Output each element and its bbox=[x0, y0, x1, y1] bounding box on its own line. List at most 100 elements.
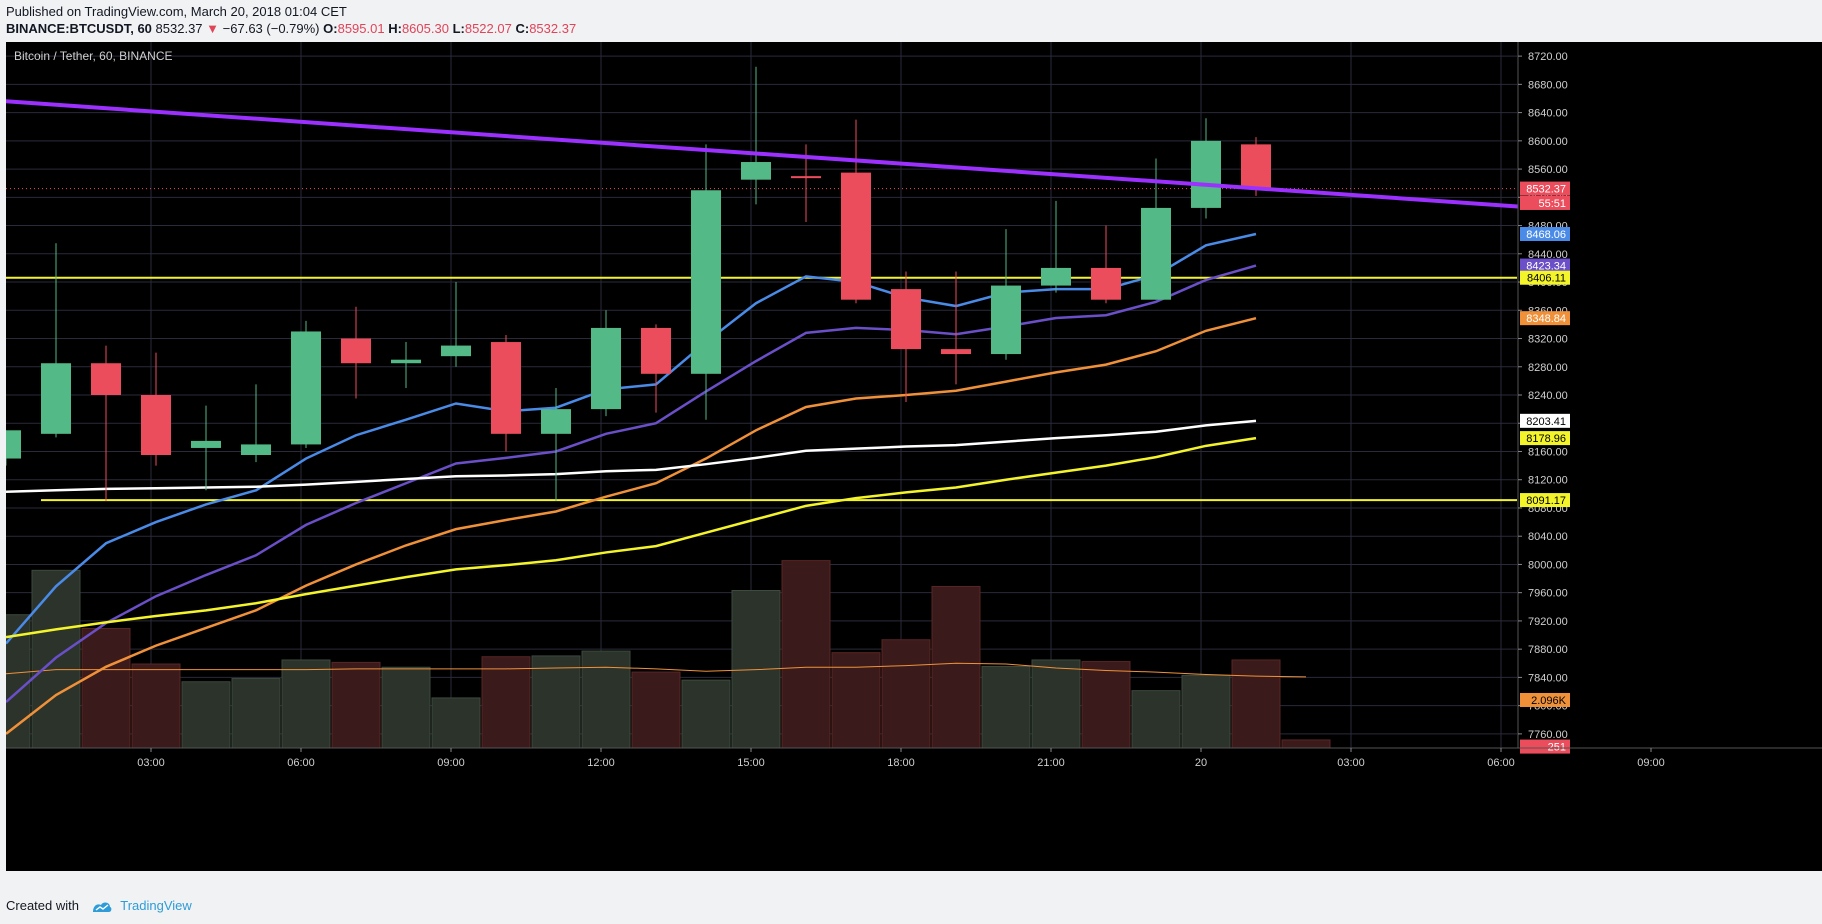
candle-body bbox=[491, 342, 521, 434]
volume-bar bbox=[1231, 659, 1281, 749]
candle bbox=[1041, 200, 1071, 293]
candle bbox=[41, 243, 71, 438]
time-tick-label: 09:00 bbox=[1637, 757, 1665, 769]
price-label-bg bbox=[1520, 226, 1570, 241]
last-price: 8532.37 bbox=[155, 21, 203, 36]
candle bbox=[391, 342, 421, 388]
price-label-bg bbox=[1520, 431, 1570, 446]
candle-body bbox=[291, 331, 321, 445]
candle-body bbox=[891, 289, 921, 350]
price-label-bg bbox=[1520, 739, 1570, 754]
price-tick-label: 8040.00 bbox=[1528, 531, 1568, 543]
candle bbox=[541, 387, 571, 501]
tradingview-brand[interactable]: TradingView bbox=[120, 898, 192, 913]
candle-body bbox=[1241, 144, 1271, 189]
candle bbox=[291, 320, 321, 448]
price-tick-label: 8440.00 bbox=[1528, 249, 1568, 261]
price-tick-label: 7760.00 bbox=[1528, 729, 1568, 741]
candle-body bbox=[541, 409, 571, 434]
candle-body bbox=[341, 338, 371, 364]
candle bbox=[141, 352, 171, 466]
volume-bar bbox=[231, 678, 281, 749]
price-axis bbox=[1518, 42, 1822, 871]
price-tick-label: 8000.00 bbox=[1528, 559, 1568, 571]
candle bbox=[241, 384, 271, 463]
price-label: 8532.37 bbox=[1520, 181, 1570, 196]
price-label: 8348.84 bbox=[1520, 311, 1570, 326]
price-label-bg bbox=[1520, 413, 1570, 428]
candle bbox=[441, 282, 471, 367]
candle-body bbox=[441, 345, 471, 357]
volume-bar bbox=[431, 697, 481, 749]
volume-bar bbox=[481, 656, 531, 749]
candle-body bbox=[691, 190, 721, 374]
price-label: 8178.96 bbox=[1520, 431, 1570, 446]
time-tick-label: 21:00 bbox=[1037, 757, 1065, 769]
candle-body bbox=[6, 430, 21, 459]
price-tick-label: 8080.00 bbox=[1528, 503, 1568, 515]
candle bbox=[1241, 137, 1271, 196]
candle bbox=[941, 271, 971, 385]
candle bbox=[91, 345, 121, 501]
candle-body bbox=[641, 327, 671, 374]
price-label-text: 8203.41 bbox=[1526, 416, 1566, 428]
price-label: 8203.41 bbox=[1520, 413, 1570, 428]
close-value: 8532.37 bbox=[529, 21, 577, 36]
volume-bar bbox=[381, 666, 431, 749]
ma-line-orange bbox=[6, 316, 1257, 735]
ma-line-blue bbox=[6, 232, 1257, 645]
price-label-text: 8091.17 bbox=[1526, 495, 1566, 507]
price-label-text: 8348.84 bbox=[1526, 313, 1566, 325]
down-arrow-icon: ▼ bbox=[206, 21, 220, 36]
price-label: 55:51 bbox=[1520, 195, 1570, 210]
price-tick-label: 8160.00 bbox=[1528, 446, 1568, 458]
price-label: 8423.34 bbox=[1520, 258, 1570, 273]
published-info: Published on TradingView.com, March 20, … bbox=[6, 4, 347, 19]
volume-bar bbox=[1031, 659, 1081, 749]
price-change: −67.63 (−0.79%) bbox=[222, 21, 320, 36]
candle-body bbox=[991, 285, 1021, 355]
candle bbox=[641, 324, 671, 413]
candle bbox=[741, 66, 771, 205]
volume-bar bbox=[181, 681, 231, 749]
candle-body bbox=[591, 327, 621, 410]
price-tick-label: 8280.00 bbox=[1528, 362, 1568, 374]
high-label: H: bbox=[388, 21, 402, 36]
price-tick-label: 8680.00 bbox=[1528, 79, 1568, 91]
price-label-bg bbox=[1520, 181, 1570, 196]
candle bbox=[491, 334, 521, 452]
price-label: 2.096K bbox=[1520, 692, 1570, 707]
candle-body bbox=[741, 162, 771, 180]
time-tick-label: 06:00 bbox=[287, 757, 315, 769]
low-value: 8522.07 bbox=[464, 21, 512, 36]
time-tick-label: 18:00 bbox=[887, 757, 915, 769]
candle bbox=[191, 405, 221, 491]
candle-body bbox=[191, 440, 221, 448]
time-tick-label: 09:00 bbox=[437, 757, 465, 769]
candlestick-chart[interactable]: Bitcoin / Tether, 60, BINANCE 8720.00 8680… bbox=[6, 42, 1822, 871]
candle bbox=[591, 310, 621, 417]
price-label-text: 8178.96 bbox=[1526, 433, 1566, 445]
candle-body bbox=[941, 349, 971, 355]
volume-bar bbox=[1281, 739, 1331, 749]
time-tick-label: 03:00 bbox=[1337, 757, 1365, 769]
ohlc-legend: BINANCE:BTCUSDT, 60 8532.37 ▼ −67.63 (−0… bbox=[6, 21, 576, 36]
chart-panel[interactable]: Bitcoin / Tether, 60, BINANCE 8720.00 8680… bbox=[6, 42, 1822, 871]
candle-body bbox=[141, 395, 171, 456]
price-label-bg bbox=[1520, 258, 1570, 273]
candle bbox=[6, 430, 21, 466]
price-label-text: 2.096K bbox=[1531, 695, 1567, 707]
price-tick-label: 8720.00 bbox=[1528, 51, 1568, 63]
created-with-text: Created with bbox=[6, 898, 79, 913]
trendline bbox=[6, 99, 1752, 225]
candle bbox=[691, 144, 721, 420]
candle bbox=[841, 119, 871, 304]
volume-ma-line bbox=[6, 662, 1307, 678]
time-tick-label: 20 bbox=[1195, 757, 1207, 769]
volume-bar bbox=[331, 661, 381, 749]
volume-bar bbox=[681, 679, 731, 749]
price-tick-label: 7920.00 bbox=[1528, 616, 1568, 628]
volume-bar bbox=[881, 639, 931, 749]
candle-body bbox=[1091, 267, 1121, 300]
price-tick-label: 7960.00 bbox=[1528, 588, 1568, 600]
